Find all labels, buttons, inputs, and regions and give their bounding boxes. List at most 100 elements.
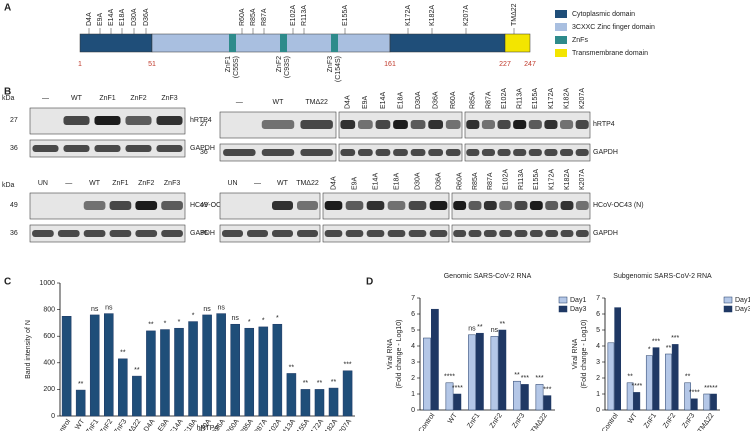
- x-tick-label: WT: [447, 412, 459, 426]
- x-tick-label: K172A: [307, 418, 325, 431]
- significance-label: ****: [631, 383, 642, 390]
- y-tick-label: 1000: [39, 280, 55, 287]
- band: [513, 149, 527, 156]
- position-label: 227: [499, 61, 511, 68]
- legend-label: Transmembrane domain: [572, 50, 648, 57]
- znf-label: ZnF2: [276, 56, 283, 72]
- legend-label: Day1: [570, 297, 586, 304]
- x-tick-label: D4A: [143, 418, 157, 431]
- band: [499, 201, 513, 210]
- significance-label: **: [134, 367, 140, 374]
- lane-label: WT: [71, 95, 83, 102]
- band: [393, 149, 408, 156]
- bar: [645, 355, 653, 411]
- panel-label: D: [366, 277, 373, 288]
- band: [545, 230, 559, 237]
- blot: [464, 143, 591, 162]
- significance-label: **: [514, 372, 520, 379]
- x-tick-label: E155A: [293, 418, 311, 431]
- band: [481, 149, 495, 156]
- band: [468, 201, 482, 210]
- band: [125, 145, 152, 152]
- mutation-label: D36A: [143, 8, 150, 26]
- significance-label: *: [276, 315, 279, 322]
- significance-label: *: [248, 319, 251, 326]
- band: [261, 120, 295, 129]
- significance-label: ***: [521, 375, 529, 382]
- bar: [490, 336, 499, 411]
- x-tick-label: TMΔ22: [530, 412, 549, 431]
- bar: [286, 373, 297, 417]
- band: [366, 201, 385, 210]
- lane-label: UN: [227, 180, 237, 187]
- lane-label: R85A: [470, 91, 477, 109]
- bar: [453, 393, 462, 411]
- marker-label: 36: [200, 149, 208, 156]
- lane-label: WT: [277, 180, 289, 187]
- bar: [188, 321, 198, 417]
- band: [529, 230, 543, 237]
- marker-label: 27: [10, 117, 18, 124]
- lane-label: K182A: [563, 88, 570, 109]
- band: [83, 201, 106, 210]
- band: [375, 149, 391, 156]
- lane-label: D4A: [330, 176, 337, 190]
- y-tick-label: 3: [596, 359, 600, 366]
- position-label: 247: [524, 61, 536, 68]
- y-tick-label: 4: [411, 343, 415, 350]
- significance-label: *: [648, 346, 651, 353]
- lane-label: R87A: [485, 91, 492, 109]
- significance-label: *: [178, 319, 181, 326]
- blot: [29, 192, 186, 220]
- y-tick-label: 600: [43, 333, 55, 340]
- y-tick-label: 6: [411, 311, 415, 318]
- band: [453, 230, 467, 237]
- marker-label: 36: [200, 230, 208, 237]
- legend-swatch: [558, 305, 568, 313]
- bar: [671, 344, 679, 411]
- panel-label: A: [4, 3, 11, 14]
- bar: [104, 313, 114, 417]
- significance-label: ***: [671, 335, 679, 342]
- x-tick-label: R85A: [239, 418, 255, 431]
- znf: [280, 34, 287, 52]
- bar: [89, 314, 100, 417]
- mutation-label: K182A: [429, 5, 436, 26]
- lane-label: E155A: [533, 169, 540, 190]
- bar: [498, 329, 507, 411]
- x-tick-label: R87A: [253, 418, 269, 431]
- band: [528, 149, 542, 156]
- y-tick-label: 1: [596, 391, 600, 398]
- band: [410, 120, 426, 129]
- y-tick-label: 3: [411, 359, 415, 366]
- significance-label: *: [192, 312, 195, 319]
- band: [297, 201, 318, 210]
- band: [481, 120, 495, 129]
- y-axis-label: Viral RNA: [572, 338, 579, 369]
- lane-label: D30A: [414, 172, 421, 190]
- bar: [691, 398, 698, 411]
- legend-label: Day1: [735, 297, 750, 304]
- significance-label: ***: [652, 338, 660, 345]
- significance-label: ****: [689, 390, 700, 397]
- band: [528, 120, 542, 129]
- band: [408, 201, 427, 210]
- significance-label: **: [627, 374, 633, 381]
- lane-label: E18A: [393, 173, 400, 190]
- y-tick-label: 7: [411, 295, 415, 302]
- bar: [258, 326, 269, 417]
- mutation-label: E9A: [97, 12, 104, 26]
- lane-label: R113A: [518, 169, 525, 190]
- band: [63, 145, 90, 152]
- lane-label: E9A: [362, 95, 369, 109]
- x-tick-label: ZnF2: [489, 412, 504, 429]
- lane-label: TMΔ22: [305, 99, 328, 106]
- mutation-label: D30A: [131, 8, 138, 26]
- target-label: GAPDH: [593, 149, 618, 156]
- bar: [328, 387, 339, 417]
- position-label: 51: [148, 61, 156, 68]
- lane-label: D4A: [345, 95, 352, 109]
- significance-label: ns: [105, 304, 113, 311]
- znf: [229, 34, 236, 52]
